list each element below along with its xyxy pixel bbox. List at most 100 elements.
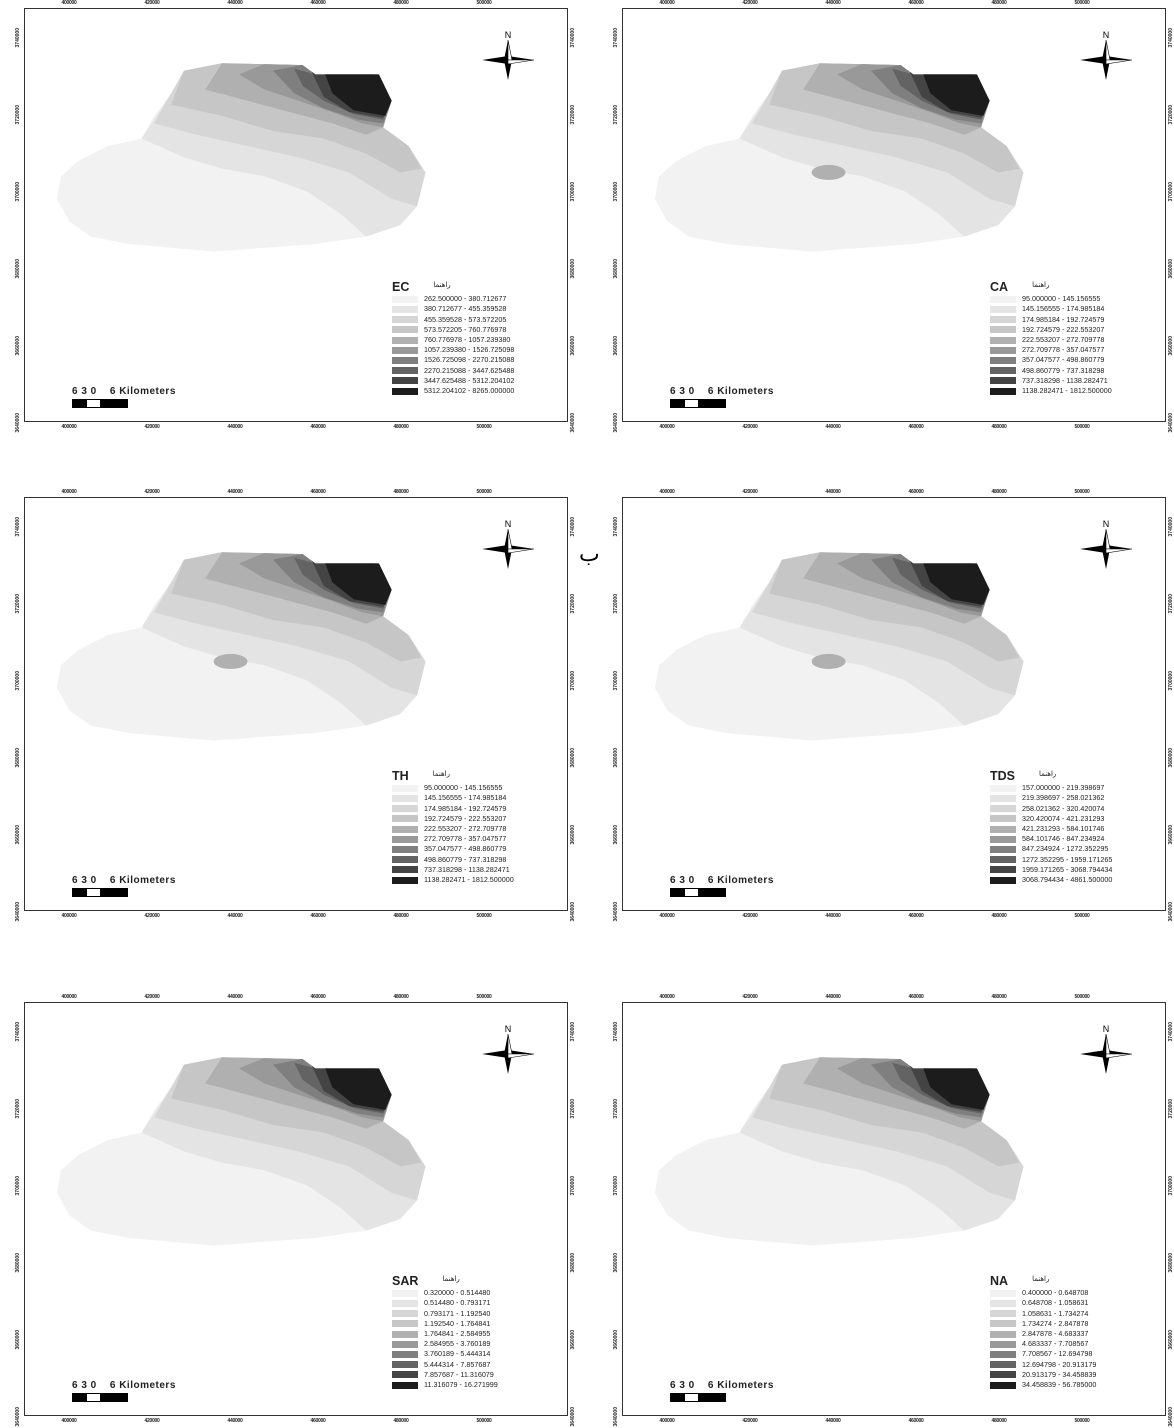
x-tick-label: 400000 <box>61 913 77 919</box>
legend-row: 455.359528 - 573.572205 <box>392 315 514 325</box>
legend-row: 1138.282471 - 1812.500000 <box>990 386 1112 396</box>
y-tick-label: 3700000 <box>613 671 619 691</box>
legend-swatch <box>392 784 418 792</box>
y-tick-label: 3700000 <box>15 671 21 691</box>
y-tick-label: 3720000 <box>1168 594 1174 614</box>
x-tick-label: 400000 <box>61 0 77 6</box>
legend-row: 3447.625488 - 5312.204102 <box>392 376 514 386</box>
x-tick-label: 460000 <box>310 0 326 6</box>
class-band-10 <box>323 70 392 116</box>
y-tick-label: 3740000 <box>15 1022 21 1042</box>
legend-row: 0.514480 - 0.793171 <box>392 1298 498 1308</box>
legend-range-label: 2270.215088 - 3447.625488 <box>424 365 515 375</box>
legend-range-label: 1138.282471 - 1812.500000 <box>424 875 514 885</box>
x-tick-label: 480000 <box>393 1418 409 1424</box>
legend-arabic-label: راهنما <box>1039 771 1057 778</box>
legend-row: 145.156555 - 174.985184 <box>990 304 1112 314</box>
legend: SAR راهنما 0.320000 - 0.514480 0.514480 - 0… <box>392 1274 498 1390</box>
x-tick-label: 440000 <box>227 994 243 1000</box>
x-tick-label: 440000 <box>227 489 243 495</box>
x-tick-label: 400000 <box>659 424 675 430</box>
scale-bar: 6 3 0 6 Kilometers <box>72 875 176 897</box>
north-arrow-icon: N <box>482 1024 535 1074</box>
y-tick-label: 3720000 <box>613 594 619 614</box>
local-anomaly <box>811 653 846 669</box>
legend-swatch <box>392 866 418 874</box>
legend-row: 4.683337 - 7.708567 <box>990 1339 1096 1349</box>
legend-swatch <box>990 856 1016 864</box>
legend-swatch <box>990 866 1016 874</box>
north-arrow-icon: N <box>482 30 535 80</box>
legend-range-label: 737.318298 - 1138.282471 <box>1022 375 1108 385</box>
contour-map <box>56 552 426 741</box>
x-tick-label: 420000 <box>144 994 160 1000</box>
legend-swatch <box>392 856 418 864</box>
x-tick-label: 460000 <box>908 994 924 1000</box>
x-tick-label: 400000 <box>659 994 675 1000</box>
north-arrow-icon: N <box>482 519 535 569</box>
legend-row: 157.000000 - 219.398697 <box>990 783 1112 793</box>
legend-header: TH راهنما <box>392 769 514 783</box>
legend-swatch <box>990 316 1016 324</box>
x-tick-label: 400000 <box>61 489 77 495</box>
legend-row: 95.000000 - 145.156555 <box>990 294 1112 304</box>
legend-arabic-label: راهنما <box>1032 282 1050 289</box>
legend-row: 357.047577 - 498.860779 <box>990 355 1112 365</box>
y-tick-label: 3660000 <box>1168 1330 1174 1350</box>
legend-row: 1.764841 - 2.584955 <box>392 1329 498 1339</box>
x-tick-label: 480000 <box>991 1418 1007 1424</box>
legend-row: 1.734274 - 2.847878 <box>990 1319 1096 1329</box>
legend-row: 5.444314 - 7.857687 <box>392 1360 498 1370</box>
x-tick-label: 420000 <box>144 489 160 495</box>
legend-header: EC راهنما <box>392 280 514 294</box>
y-tick-label: 3680000 <box>613 1253 619 1273</box>
north-arrow-icon: N <box>1080 519 1133 569</box>
scale-label: 6 3 0 6 Kilometers <box>670 1380 774 1391</box>
x-tick-label: 500000 <box>1074 994 1090 1000</box>
legend-header: SAR راهنما <box>392 1274 498 1288</box>
x-tick-label: 440000 <box>825 1418 841 1424</box>
legend-row: 737.318298 - 1138.282471 <box>392 865 514 875</box>
legend-range-label: 357.047577 - 498.860779 <box>1022 355 1105 365</box>
x-tick-label: 460000 <box>310 994 326 1000</box>
map-panel-ca: 400000 400000 420000 420000 440000 440000 4600… <box>613 0 1174 432</box>
legend-range-label: 272.709778 - 357.047577 <box>424 834 507 844</box>
y-tick-label: 3660000 <box>570 825 576 845</box>
y-tick-label: 3640000 <box>570 1407 576 1427</box>
legend: EC راهنما 262.500000 - 380.712677 380.71267… <box>392 280 514 396</box>
legend: NA راهنما 0.400000 - 0.648708 0.648708 - 1.… <box>990 1274 1096 1390</box>
legend-swatch <box>990 377 1016 385</box>
x-tick-label: 400000 <box>659 913 675 919</box>
legend-range-label: 0.793171 - 1.192540 <box>424 1308 491 1318</box>
legend-range-label: 584.101746 - 847.234924 <box>1022 834 1105 844</box>
legend-swatch <box>990 1289 1016 1297</box>
y-tick-label: 3640000 <box>570 902 576 922</box>
legend: TDS راهنما 157.000000 - 219.398697 219.3986… <box>990 769 1112 885</box>
y-tick-label: 3700000 <box>15 1176 21 1196</box>
legend-range-label: 34.458839 - 56.785000 <box>1022 1380 1097 1390</box>
y-tick-label: 3720000 <box>15 1099 21 1119</box>
y-tick-label: 3740000 <box>613 517 619 537</box>
legend-range-label: 222.553207 - 272.709778 <box>1022 335 1105 345</box>
y-tick-label: 3720000 <box>613 105 619 125</box>
y-tick-label: 3660000 <box>613 825 619 845</box>
legend-range-label: 1959.171265 - 3068.794434 <box>1022 864 1113 874</box>
x-tick-label: 460000 <box>908 1418 924 1424</box>
legend-range-label: 192.724579 - 222.553207 <box>424 813 507 823</box>
x-tick-label: 440000 <box>825 994 841 1000</box>
legend-row: 222.553207 - 272.709778 <box>990 335 1112 345</box>
legend-swatch <box>392 795 418 802</box>
x-tick-label: 440000 <box>825 913 841 919</box>
scale-bar-graphic <box>72 888 128 897</box>
class-band-10 <box>323 1064 392 1110</box>
legend-swatch <box>392 357 418 365</box>
contour-map <box>654 1057 1024 1246</box>
legend-range-label: 192.724579 - 222.553207 <box>1022 324 1105 334</box>
legend-swatch <box>990 795 1016 802</box>
map-panel-sar: 400000 400000 420000 420000 440000 440000 4600… <box>15 994 576 1426</box>
legend-swatch <box>392 387 418 395</box>
legend-range-label: 2.847878 - 4.683337 <box>1022 1329 1089 1339</box>
legend-row: 262.500000 - 380.712677 <box>392 294 514 304</box>
legend-range-label: 219.398697 - 258.021362 <box>1022 793 1105 803</box>
legend-row: 498.860779 - 737.318298 <box>990 366 1112 376</box>
